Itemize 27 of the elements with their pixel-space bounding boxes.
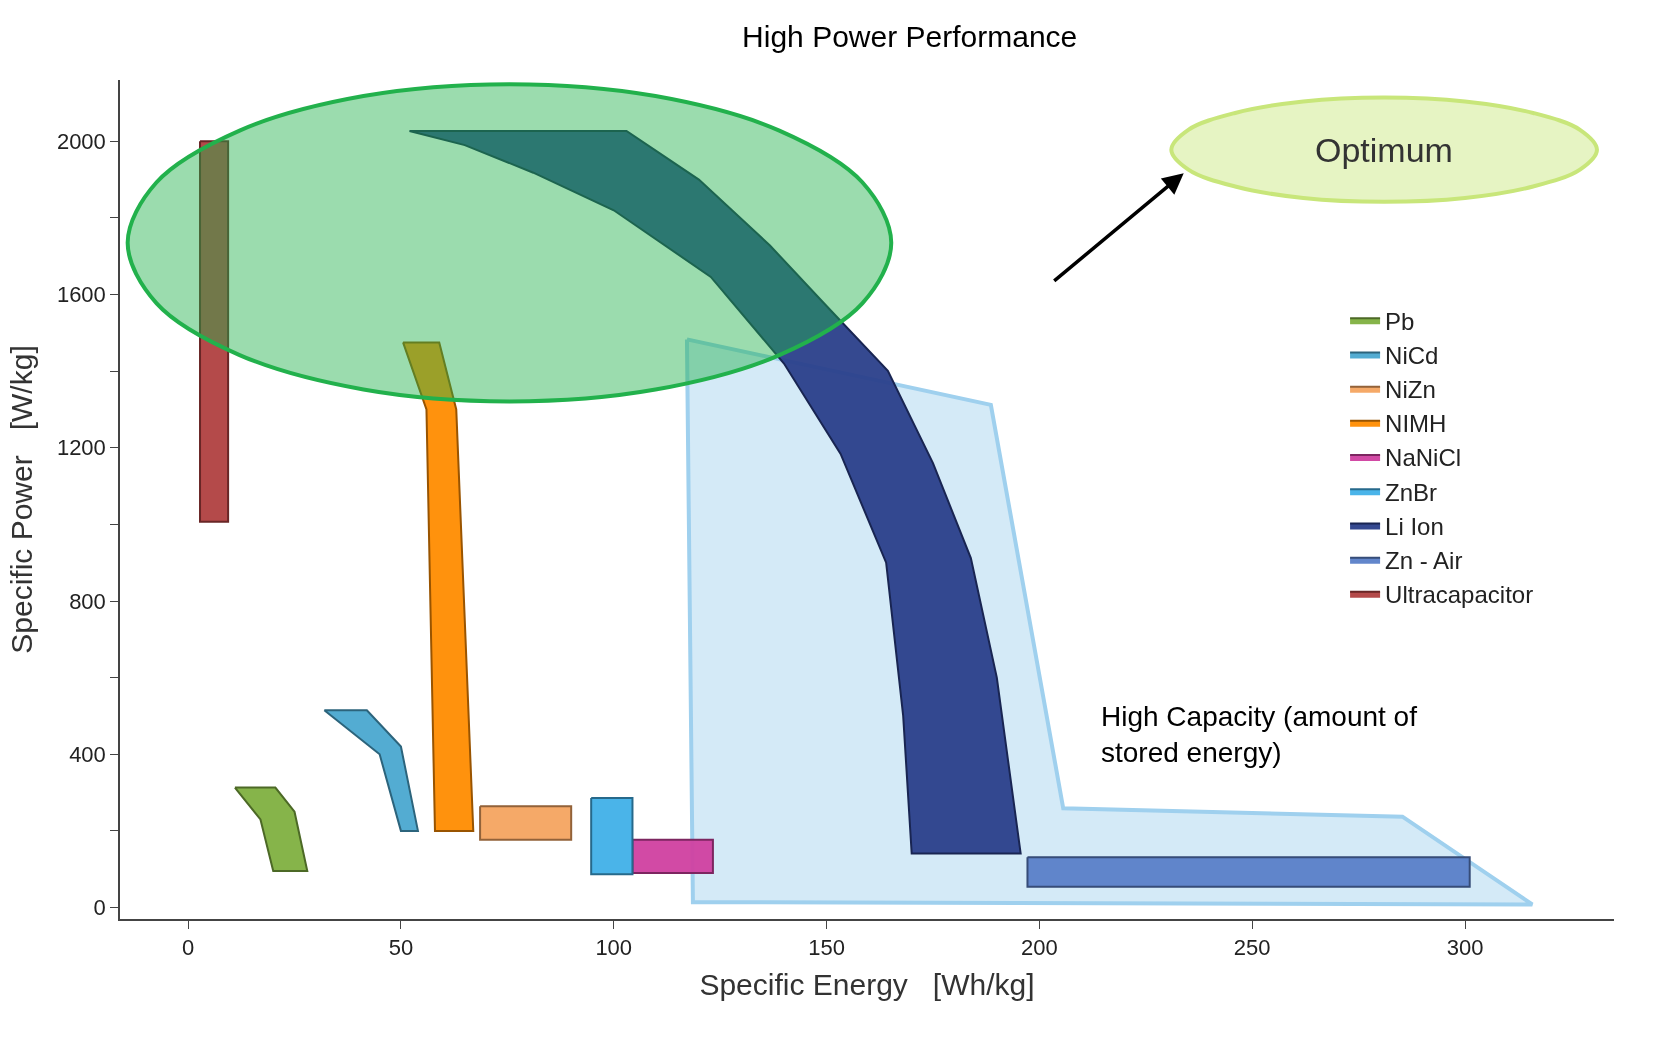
x-tick-label: 150 xyxy=(808,935,845,961)
chart-title: High Power Performance xyxy=(742,20,1078,54)
y-axis-title: Specific Power [W/kg] xyxy=(5,345,39,654)
y-tick-label: 800 xyxy=(69,588,106,614)
x-tick-label: 200 xyxy=(1021,935,1058,961)
legend-label: NIMH xyxy=(1385,410,1447,438)
legend-label: NiCd xyxy=(1385,341,1439,369)
y-tick-label: 1200 xyxy=(56,435,106,461)
legend-label: NiZn xyxy=(1385,376,1436,403)
x-tick-label: 100 xyxy=(595,935,633,961)
legend-label: Pb xyxy=(1385,307,1415,335)
y-tick-label: 0 xyxy=(93,895,106,921)
y-tick-label: 400 xyxy=(69,741,106,767)
annotation: Optimum xyxy=(1315,131,1453,169)
legend-label: Li Ion xyxy=(1385,512,1444,540)
legend-label: Zn - Air xyxy=(1385,547,1463,574)
annotation: High Capacity (amount of stored energy) xyxy=(1101,701,1418,769)
x-tick-label: 250 xyxy=(1233,935,1271,961)
x-tick-label: 300 xyxy=(1446,935,1484,961)
y-tick-label: 1600 xyxy=(56,282,106,308)
legend-label: NaNiCl xyxy=(1385,444,1462,472)
x-tick-label: 50 xyxy=(388,935,414,961)
legend-label: Ultracapacitor xyxy=(1385,581,1534,609)
legend-label: ZnBr xyxy=(1385,478,1438,506)
y-tick-label: 2000 xyxy=(56,129,106,154)
x-axis-title: Specific Energy [Wh/kg] xyxy=(699,968,1035,1002)
x-tick-label: 0 xyxy=(181,935,195,961)
